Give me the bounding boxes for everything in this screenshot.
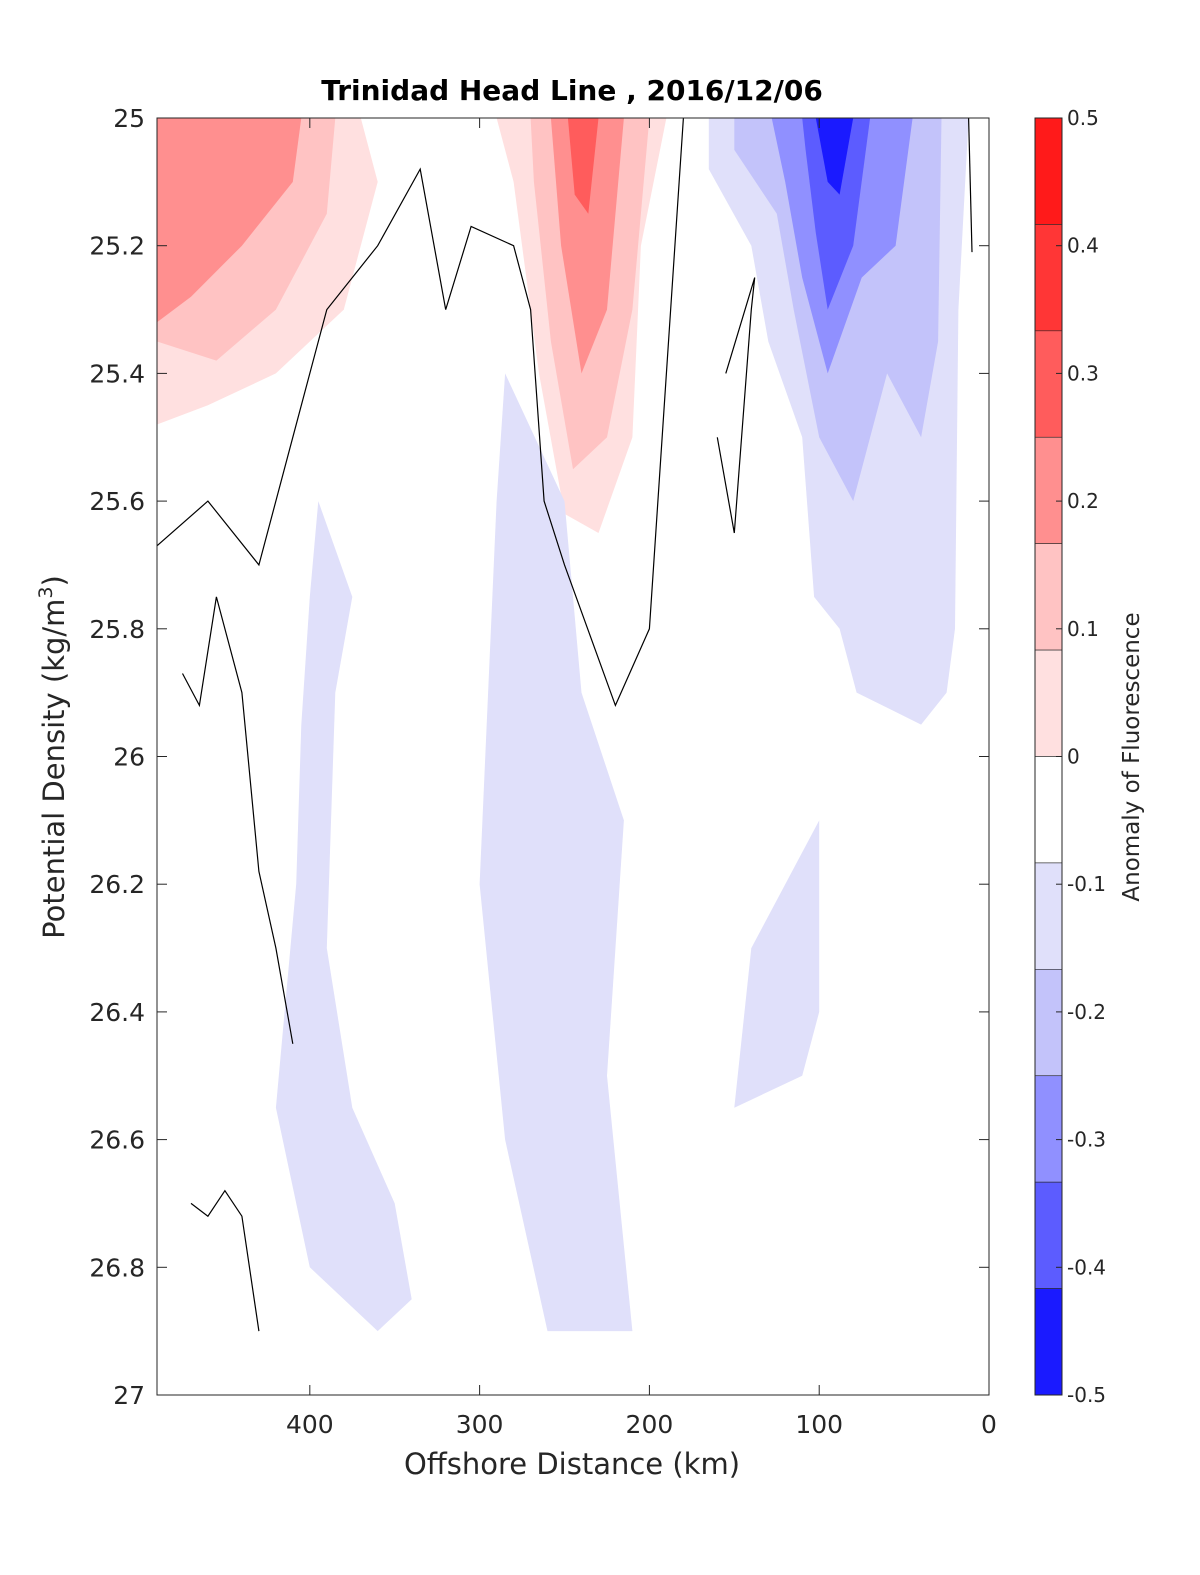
colorbar-cell [1034, 1075, 1063, 1183]
y-tick-label: 26.6 [89, 1126, 145, 1155]
y-axis-label-close: ) [37, 575, 71, 586]
colorbar-tick-label: -0.3 [1067, 1128, 1106, 1152]
contour-region-deep-negative-center [479, 373, 633, 1332]
colorbar-tick-label: 0.4 [1067, 234, 1099, 258]
colorbar-cell [1034, 224, 1063, 332]
contour-line-zero-line-right-loop [716, 277, 756, 534]
filled-contour-regions [157, 118, 969, 1332]
contour-line-zero-line-west-bottom [190, 1189, 260, 1332]
colorbar-ticks: 0.5 0.4 0.3 0.2 0.1 0 -0.1 -0.2 -0.3 -0.4 -0.5 [1056, 106, 1106, 1407]
colorbar-tick-label: 0.3 [1067, 361, 1099, 385]
x-axis-ticks: 400 300 200 100 0 [286, 118, 997, 1439]
colorbar-tick-label: 0.5 [1067, 106, 1099, 130]
y-tick-label: 25.2 [89, 232, 145, 261]
x-tick-label: 300 [456, 1410, 504, 1439]
colorbar: 0.5 0.4 0.3 0.2 0.1 0 -0.1 -0.2 -0.3 -0.4 -0.5 Ano… [1034, 106, 1145, 1407]
y-axis-label-main: Potential Density (kg/m [37, 599, 71, 939]
zero-contour-lines [157, 118, 973, 1332]
colorbar-cell [1034, 330, 1063, 438]
x-tick-label: 0 [981, 1410, 997, 1439]
colorbar-cell [1034, 436, 1063, 544]
colorbar-tick-label: 0.2 [1067, 489, 1099, 513]
x-tick-label: 400 [286, 1410, 334, 1439]
colorbar-tick-label: 0 [1067, 745, 1080, 769]
colorbar-label: Anomaly of Fluorescence [1119, 612, 1145, 901]
chart-title: Trinidad Head Line , 2016/12/06 [321, 74, 823, 107]
x-tick-label: 200 [626, 1410, 674, 1439]
colorbar-cell [1034, 117, 1063, 225]
y-tick-label: 26.2 [89, 870, 145, 899]
contour-line-zero-line-west-deep [181, 596, 294, 1044]
contour-region-mid-positive-peak [567, 118, 599, 214]
x-tick-label: 100 [795, 1410, 843, 1439]
colorbar-cell [1034, 543, 1063, 651]
colorbar-cell [1034, 756, 1063, 864]
colorbar-cell [1034, 1288, 1063, 1396]
y-tick-label: 26.8 [89, 1253, 145, 1282]
contour-region-deep-negative-east [734, 820, 820, 1108]
contour-line-zero-line-upper [157, 118, 684, 708]
y-tick-label: 26 [113, 743, 145, 772]
colorbar-tick-label: -0.2 [1067, 1000, 1106, 1024]
colorbar-cell [1034, 649, 1063, 757]
colorbar-tick-label: -0.5 [1067, 1383, 1106, 1407]
y-tick-label: 25.6 [89, 487, 145, 516]
colorbar-cell [1034, 862, 1063, 970]
colorbar-cell [1034, 1181, 1063, 1289]
contour-region-nearshore-negative-core [802, 118, 871, 310]
y-axis-ticks: 25 25.2 25.4 25.6 25.8 26 26.2 26.4 26.6 26.8 27 [89, 104, 989, 1410]
y-axis-label: Potential Density (kg/m3) [35, 575, 71, 939]
contour-region-mid-positive-core [550, 118, 624, 374]
contour-line-zero-line-far-right [968, 118, 973, 253]
colorbar-cells [1034, 117, 1063, 1396]
colorbar-tick-label: -0.1 [1067, 872, 1106, 896]
colorbar-tick-label: 0.1 [1067, 617, 1099, 641]
y-tick-label: 26.4 [89, 998, 145, 1027]
contour-region-nearshore-negative-peak [815, 118, 854, 195]
y-tick-label: 25.8 [89, 615, 145, 644]
plot-area: 400 300 200 100 0 25 25.2 25.4 25.6 25.8 26 26.2 26… [89, 104, 997, 1439]
y-tick-label: 25 [113, 104, 145, 133]
y-axis-label-group: Potential Density (kg/m3) [35, 575, 71, 939]
contour-region-deep-negative-west [275, 501, 412, 1332]
x-axis-label: Offshore Distance (km) [404, 1447, 740, 1481]
contour-region-offshore-positive-core [157, 118, 302, 323]
y-tick-label: 27 [113, 1381, 145, 1410]
colorbar-cell [1034, 969, 1063, 1077]
y-tick-label: 25.4 [89, 359, 145, 388]
colorbar-tick-label: -0.4 [1067, 1255, 1106, 1279]
y-axis-label-superscript: 3 [35, 586, 57, 598]
